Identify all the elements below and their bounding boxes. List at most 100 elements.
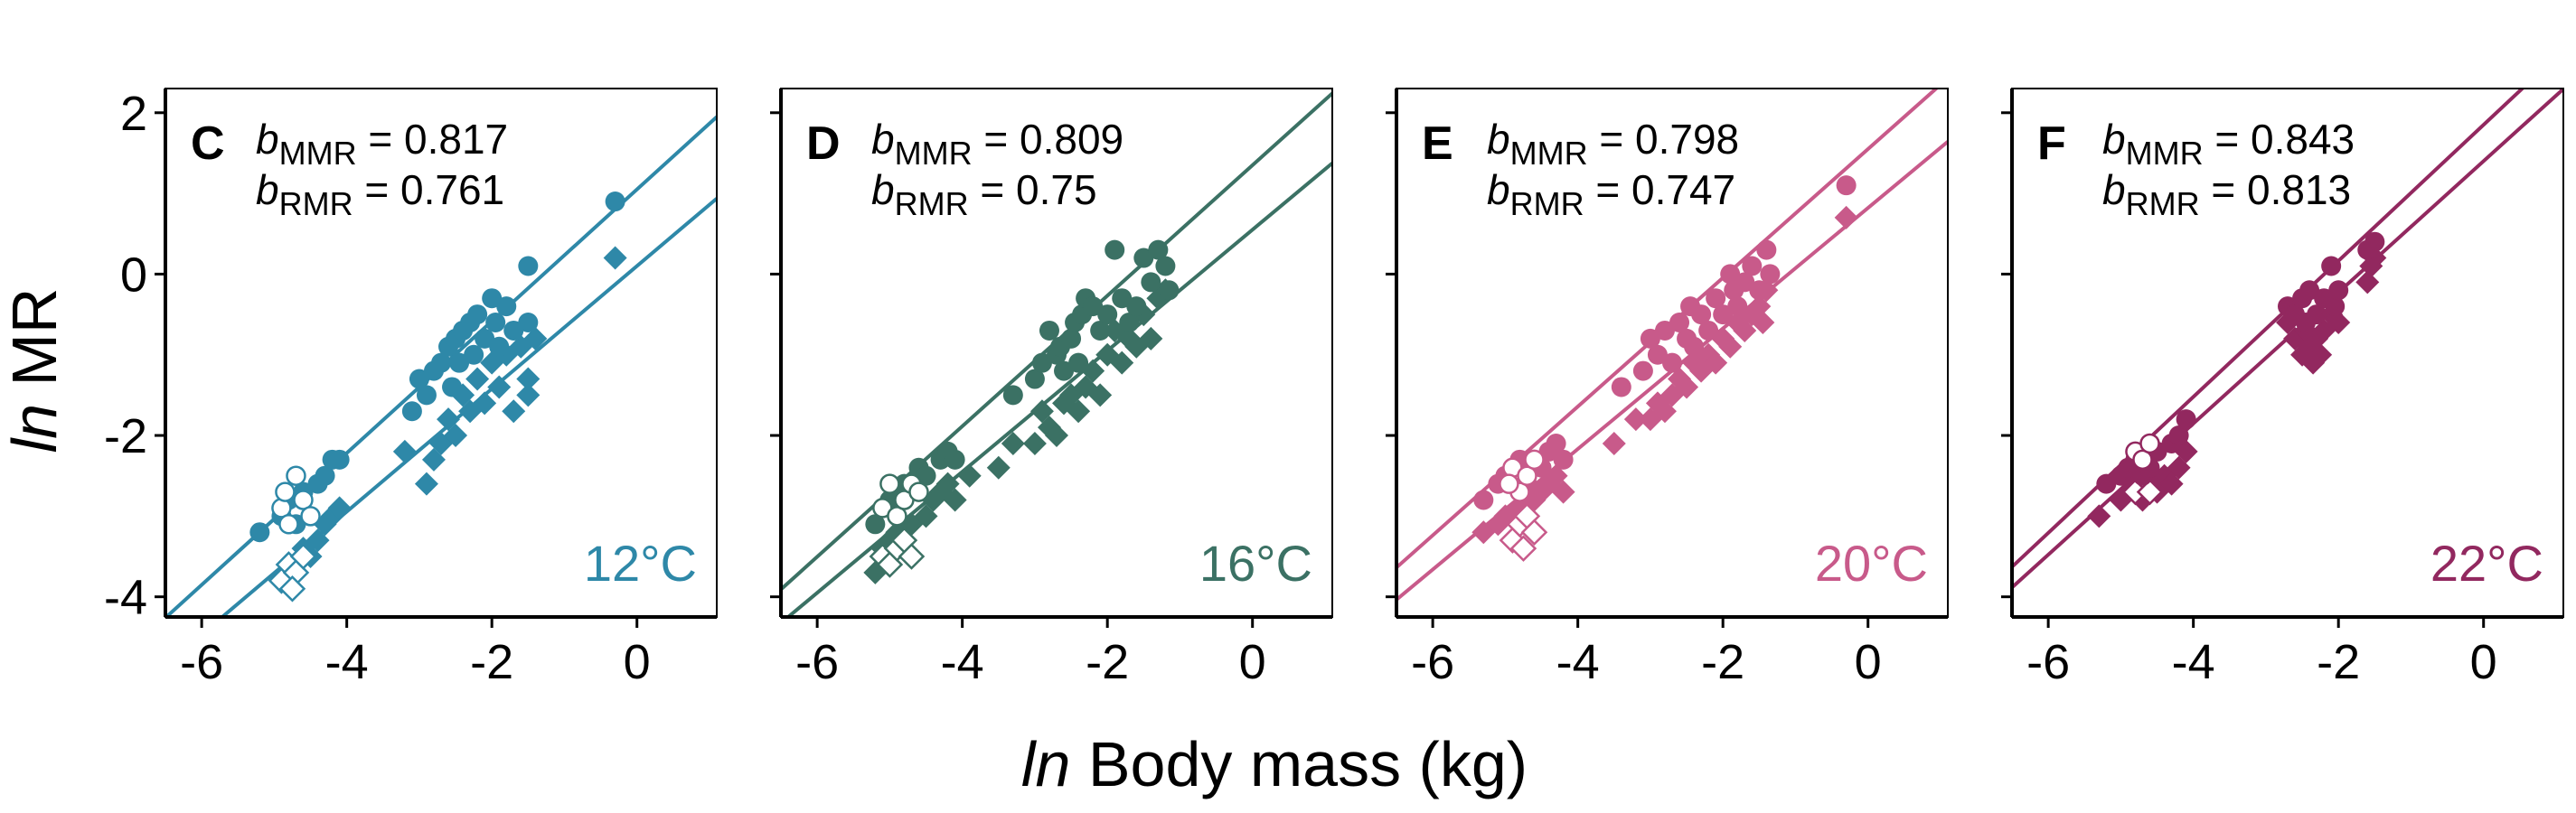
panel-letter: C bbox=[191, 117, 225, 170]
b-equals: = bbox=[1584, 166, 1631, 213]
b-symbol: b bbox=[2102, 166, 2126, 213]
rmr-point bbox=[327, 496, 352, 520]
b-equals: = bbox=[973, 116, 1020, 163]
mmr-point bbox=[1720, 264, 1741, 285]
rmr-point bbox=[1602, 431, 1626, 455]
y-tick-label: -4 bbox=[104, 571, 147, 625]
mmr-point bbox=[1735, 272, 1755, 293]
x-tick-label: -2 bbox=[1086, 635, 1129, 689]
mmr-point bbox=[249, 522, 270, 543]
mmr-open-point bbox=[1499, 473, 1519, 494]
mmr-point bbox=[1133, 248, 1154, 268]
panel-letter: E bbox=[1422, 117, 1453, 170]
mmr-point bbox=[1691, 304, 1712, 325]
mmr-point bbox=[1105, 239, 1125, 260]
rmr-point bbox=[392, 439, 417, 463]
mmr-open-point bbox=[275, 481, 296, 502]
mmr-open-point bbox=[278, 514, 299, 535]
b-subscript: RMR bbox=[2126, 185, 2200, 222]
b-value: 0.747 bbox=[1631, 166, 1735, 213]
b-value: 0.817 bbox=[404, 116, 508, 163]
b-symbol: b bbox=[1487, 116, 1510, 163]
mmr-point bbox=[401, 401, 422, 422]
rmr-open-point bbox=[898, 543, 926, 570]
mmr-point bbox=[1473, 490, 1494, 510]
rmr-point bbox=[957, 463, 982, 488]
b-subscript: RMR bbox=[279, 185, 353, 222]
panel-letter: F bbox=[2037, 117, 2066, 170]
rmr-point bbox=[2308, 342, 2333, 367]
b-equals: = bbox=[2204, 116, 2251, 163]
plot-area bbox=[781, 91, 1332, 617]
x-tick-label: -2 bbox=[1701, 635, 1744, 689]
mmr-point bbox=[1662, 352, 1682, 373]
plot-area bbox=[1396, 89, 1948, 602]
b-equals: = bbox=[353, 166, 400, 213]
mmr-point bbox=[431, 352, 451, 373]
rmr-point bbox=[502, 399, 526, 424]
mmr-point bbox=[1836, 175, 1857, 196]
rmr-point bbox=[1022, 431, 1047, 455]
rmr-point bbox=[516, 367, 541, 391]
mmr-point bbox=[2321, 256, 2342, 276]
mmr-open-point bbox=[300, 506, 321, 527]
b-mmr-label: bMMR = 0.843 bbox=[2102, 116, 2355, 172]
panel-letter: D bbox=[806, 117, 841, 170]
mmr-point bbox=[1647, 344, 1668, 365]
mmr-point bbox=[1141, 272, 1161, 293]
b-symbol: b bbox=[256, 166, 279, 213]
b-subscript: MMR bbox=[895, 135, 973, 172]
b-rmr-label: bRMR = 0.747 bbox=[1487, 166, 1735, 222]
b-symbol: b bbox=[1487, 166, 1510, 213]
rmr-open-point bbox=[1520, 519, 1548, 546]
mmr-point bbox=[1002, 385, 1023, 406]
b-value: 0.809 bbox=[1020, 116, 1123, 163]
mmr-point bbox=[1698, 320, 1719, 341]
mmr-point bbox=[489, 336, 510, 357]
plot-area bbox=[165, 115, 717, 617]
mmr-open-point bbox=[908, 481, 929, 502]
rmr-point bbox=[1751, 311, 1775, 335]
rmr-point bbox=[473, 391, 497, 416]
mmr-point bbox=[2364, 231, 2385, 252]
b-rmr-label: bRMR = 0.761 bbox=[256, 166, 504, 222]
b-equals: = bbox=[1588, 116, 1635, 163]
mmr-point bbox=[945, 449, 965, 470]
rmr-point bbox=[1704, 350, 1728, 375]
mmr-point bbox=[503, 320, 524, 341]
b-value: 0.813 bbox=[2247, 166, 2351, 213]
mmr-point bbox=[605, 192, 625, 212]
b-equals: = bbox=[357, 116, 404, 163]
b-rmr-label: bRMR = 0.75 bbox=[871, 166, 1097, 222]
mmr-point bbox=[1632, 360, 1653, 381]
mmr-point bbox=[1756, 239, 1777, 260]
mmr-point bbox=[467, 304, 488, 325]
mmr-point bbox=[1706, 288, 1726, 309]
mmr-point bbox=[1039, 320, 1059, 341]
x-tick-label: -2 bbox=[2317, 635, 2360, 689]
rmr-point bbox=[523, 326, 548, 350]
mmr-point bbox=[1553, 449, 1574, 470]
rmr-point bbox=[1551, 480, 1575, 504]
b-equals: = bbox=[2200, 166, 2247, 213]
b-value: 0.761 bbox=[400, 166, 504, 213]
rmr-point bbox=[465, 367, 490, 391]
mmr-point bbox=[1654, 320, 1675, 341]
b-mmr-label: bMMR = 0.809 bbox=[871, 116, 1123, 172]
y-axis-title: ln MR bbox=[0, 288, 70, 453]
b-subscript: MMR bbox=[279, 135, 357, 172]
mmr-open-point bbox=[879, 473, 900, 494]
temperature-label: 16°C bbox=[1199, 535, 1312, 592]
mmr-point bbox=[496, 296, 517, 317]
mmr-point bbox=[1119, 313, 1140, 333]
mmr-point bbox=[2096, 473, 2117, 494]
b-symbol: b bbox=[871, 166, 895, 213]
mmr-point bbox=[2307, 304, 2327, 325]
temperature-label: 22°C bbox=[2430, 535, 2543, 592]
temperature-label: 20°C bbox=[1815, 535, 1928, 592]
mmr-point bbox=[1727, 296, 1748, 317]
rmr-open-point bbox=[2136, 478, 2164, 506]
y-tick-label: 0 bbox=[120, 248, 147, 302]
